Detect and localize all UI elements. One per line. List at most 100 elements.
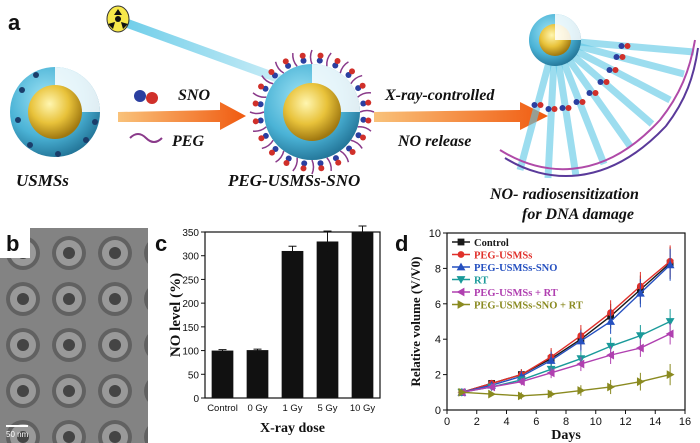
chart-d-point bbox=[546, 356, 556, 364]
panel-b: b 50 nm bbox=[0, 228, 148, 443]
panel-a-letter: a bbox=[8, 10, 21, 35]
chart-d-legend-label: PEG-USMSs-SNO + RT bbox=[474, 301, 583, 312]
chart-c-xtick-label: 0 Gy bbox=[247, 403, 267, 414]
chart-d-point bbox=[458, 387, 467, 397]
chart-d-xtick-label: 10 bbox=[590, 416, 602, 428]
chart-c-xtick-label: 1 Gy bbox=[282, 403, 302, 414]
chart-d-ytick-label: 0 bbox=[435, 405, 441, 417]
panel-b-letter: b bbox=[6, 231, 19, 256]
chart-d-point bbox=[546, 368, 555, 378]
radiosensitization-label-2: for DNA damage bbox=[522, 206, 634, 223]
chart-d-series bbox=[457, 323, 674, 397]
usmss-particle bbox=[10, 67, 100, 157]
chart-c-ytick-label: 200 bbox=[182, 299, 199, 310]
peg-label: PEG bbox=[171, 133, 204, 150]
chart-d-point bbox=[665, 329, 674, 339]
chart-d-legend-label: PEG-USMSs + RT bbox=[474, 288, 558, 299]
chart-d-point bbox=[635, 343, 644, 353]
chart-d-point bbox=[666, 370, 675, 379]
chart-c-bar bbox=[281, 250, 304, 398]
chart-c-xtick-label: 5 Gy bbox=[317, 403, 337, 414]
no-release-fan bbox=[499, 14, 699, 179]
chart-d-legend-label: Control bbox=[474, 238, 509, 249]
chart-d-point bbox=[606, 317, 616, 325]
chart-d-point bbox=[457, 238, 465, 246]
panel-d: d 0 2 4 6 8 10 0 2 4 6 8 10 12 14 16 Days Relative volum… bbox=[395, 228, 691, 443]
chart-d-series-line bbox=[461, 264, 671, 393]
panel-c: c 0 50 100 150 200 250 300 350 Control 0 Gy 1 Gy 5 … bbox=[155, 225, 381, 436]
chart-d-point bbox=[457, 300, 466, 309]
chart-d-point bbox=[456, 262, 466, 271]
chart-d-point bbox=[517, 391, 526, 401]
chart-d-ytick-label: 8 bbox=[435, 263, 441, 275]
chart-d-point bbox=[516, 377, 525, 387]
scale-bar-label: 50 nm bbox=[6, 430, 29, 439]
chart-c-ylabel: NO level (%) bbox=[168, 273, 184, 357]
chart-c-ytick-label: 50 bbox=[188, 370, 200, 381]
chart-c-ytick-label: 250 bbox=[182, 275, 199, 286]
chart-d-series bbox=[458, 363, 675, 401]
chart-c-bar bbox=[316, 241, 339, 398]
tem-micrograph bbox=[0, 228, 148, 443]
radiosensitization-label-1: NO- radiosensitization bbox=[489, 186, 639, 203]
chart-d-xtick-label: 12 bbox=[619, 416, 631, 428]
peg-usmss-sno-label: PEG-USMSs-SNO bbox=[227, 171, 360, 190]
usmss-label: USMSs bbox=[16, 171, 69, 190]
chart-d-point bbox=[576, 336, 586, 345]
chart-d-xtick-label: 2 bbox=[474, 416, 480, 428]
chart-d-point bbox=[547, 389, 556, 399]
chart-d-xlabel: Days bbox=[551, 428, 581, 443]
chart-c-bar bbox=[351, 232, 374, 398]
chart-d-ytick-label: 10 bbox=[429, 228, 441, 240]
chart-d-point bbox=[607, 382, 616, 392]
chart-d-point bbox=[577, 386, 586, 395]
chart-c-ytick-label: 350 bbox=[182, 228, 199, 239]
chart-d-point bbox=[635, 288, 645, 297]
chart-d-legend-label: PEG-USMSs bbox=[474, 251, 532, 262]
chart-d-point bbox=[665, 260, 675, 269]
chart-d-point bbox=[576, 359, 585, 369]
chart-d-point bbox=[606, 350, 615, 360]
chart-d-point bbox=[665, 318, 675, 326]
chart-d-series-line bbox=[461, 260, 671, 393]
chart-c-ytick-label: 0 bbox=[193, 394, 199, 405]
chart-d-legend-label: PEG-USMSs-SNO bbox=[474, 263, 557, 274]
chart-d-ytick-label: 4 bbox=[435, 334, 441, 346]
chart-d-ytick-label: 2 bbox=[435, 370, 441, 382]
chart-c-xlabel: X-ray dose bbox=[260, 421, 325, 436]
panel-a: a USMSs SNO PEG bbox=[8, 5, 699, 223]
chart-d-point bbox=[636, 377, 645, 387]
sno-molecule-icon bbox=[134, 90, 158, 104]
chart-d-xtick-label: 8 bbox=[563, 416, 569, 428]
chart-c-ytick-label: 100 bbox=[182, 347, 199, 358]
chart-d-point bbox=[456, 287, 465, 297]
dna-strand-icon bbox=[499, 39, 699, 177]
arrow-1-icon bbox=[118, 102, 246, 130]
chart-d-xtick-label: 16 bbox=[679, 416, 691, 428]
peg-chain-icon bbox=[129, 133, 163, 143]
panel-d-letter: d bbox=[395, 231, 408, 256]
chart-d-xtick-label: 14 bbox=[649, 416, 661, 428]
chart-d-series-line bbox=[461, 373, 671, 397]
chart-d-xtick-label: 0 bbox=[444, 416, 450, 428]
chart-c-ytick-label: 150 bbox=[182, 323, 199, 334]
chart-d-xtick-label: 6 bbox=[533, 416, 539, 428]
chart-d-point bbox=[487, 382, 496, 392]
chart-d-legend-label: RT bbox=[474, 276, 488, 287]
chart-c-ytick-label: 300 bbox=[182, 252, 199, 263]
peg-usmss-sno-particle bbox=[249, 49, 375, 175]
xray-controlled-label: X-ray-controlled bbox=[384, 87, 495, 104]
chart-d-point bbox=[488, 389, 497, 399]
chart-d-point bbox=[457, 251, 465, 258]
chart-c-bar bbox=[211, 350, 234, 398]
arrow-2-icon bbox=[374, 102, 548, 130]
chart-d-xtick-label: 4 bbox=[503, 416, 509, 428]
sno-label: SNO bbox=[178, 87, 210, 104]
chart-c-xtick-label: 10 Gy bbox=[350, 403, 376, 414]
chart-d-series-line bbox=[461, 262, 671, 393]
chart-d-ylabel: Relative volume (V/V0) bbox=[408, 257, 423, 387]
chart-c-bar bbox=[246, 350, 269, 398]
chart-d-series-line bbox=[461, 333, 671, 393]
